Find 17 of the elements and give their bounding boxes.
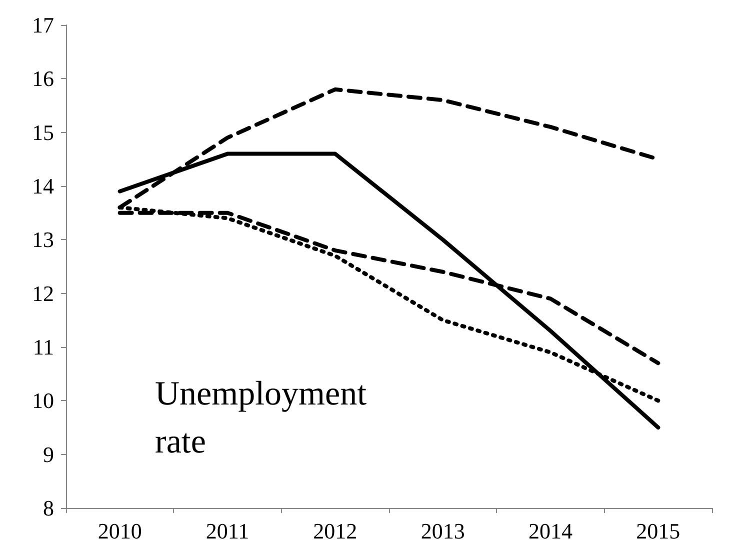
x-tick-label: 2012 (313, 518, 358, 544)
x-tick-label: 2010 (98, 518, 142, 544)
x-tick-label: 2014 (528, 518, 572, 544)
y-tick-label: 15 (32, 120, 54, 145)
y-tick-label: 8 (43, 496, 54, 520)
x-tick-label: 2013 (420, 518, 465, 544)
annotation: Unemployment rate (155, 376, 368, 460)
y-tick-label: 9 (43, 442, 54, 467)
x-tick-label: 2015 (636, 518, 680, 544)
y-tick-label: 14 (32, 174, 54, 198)
y-tick-label: 16 (32, 66, 54, 92)
x-tick-label: 2011 (206, 518, 250, 544)
y-tick-label: 11 (32, 334, 54, 360)
y-tick-label: 13 (32, 227, 54, 252)
y-tick-label: 17 (32, 12, 54, 38)
y-tick-label: 12 (32, 280, 54, 306)
y-tick-label: 10 (32, 388, 54, 414)
